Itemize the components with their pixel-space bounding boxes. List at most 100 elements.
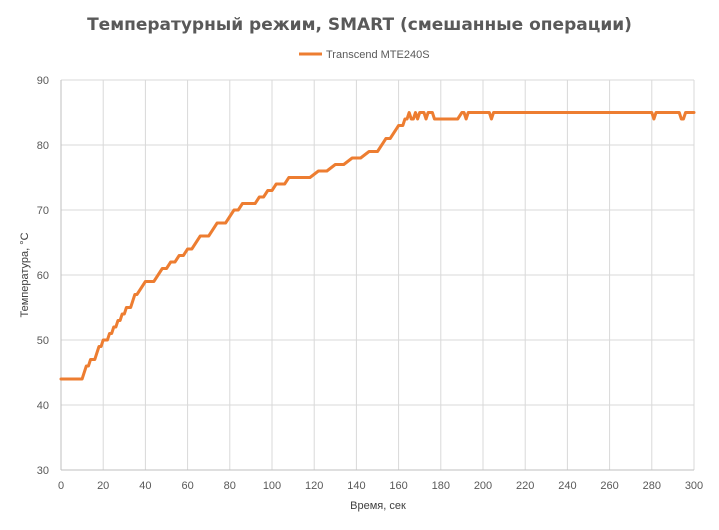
y-axis-label: Температура, °C [19,232,31,317]
data-point [113,326,115,328]
data-point [377,151,378,152]
data-point [288,177,290,178]
x-tick-label: 180 [432,480,450,492]
data-point [381,144,383,146]
x-axis-label: Время, сек [350,500,406,512]
data-point [389,138,391,139]
data-point [417,118,419,120]
data-point [292,177,294,178]
data-point [448,118,450,120]
data-point [469,112,471,113]
data-point [317,170,319,172]
data-point [657,112,659,113]
data-point [109,333,111,334]
data-point [488,112,490,113]
x-tick-label: 40 [139,480,151,492]
data-point [271,190,273,191]
data-point [465,118,467,120]
data-point [212,229,214,230]
data-point [457,118,459,120]
data-point [92,359,94,360]
data-point [368,151,370,152]
data-point [87,365,89,367]
data-point [655,112,657,113]
data-point [166,268,167,269]
data-point [128,307,130,308]
data-point [90,359,92,360]
legend-label: Transcend MTE240S [326,49,430,61]
data-point [284,183,286,185]
data-point [267,190,269,191]
data-point [301,177,303,178]
data-point [237,209,239,211]
data-point [96,352,98,354]
data-point [402,125,404,126]
data-point [672,112,674,113]
x-tick-label: 200 [474,480,492,492]
data-point [463,112,465,113]
data-point [85,365,87,367]
data-point [102,339,104,341]
data-point [220,222,222,224]
data-point [216,222,218,224]
data-points [60,112,695,380]
data-point [233,209,235,211]
x-tick-label: 280 [643,480,661,492]
data-point [482,112,484,113]
data-point [685,112,687,113]
data-point [693,112,695,113]
data-point [149,281,151,282]
data-point [423,112,425,113]
data-point [653,118,655,120]
x-tick-label: 0 [58,480,64,492]
data-point [111,333,113,334]
y-tick-label: 80 [37,140,49,152]
data-point [440,118,442,120]
data-point [279,183,281,185]
data-point [258,196,260,198]
data-point [431,112,433,113]
data-point [309,177,311,178]
data-point [566,112,568,113]
data-point [98,346,100,347]
data-point [199,235,201,237]
data-point [398,125,400,126]
data-point [178,255,180,256]
x-tick-label: 120 [305,480,323,492]
data-point [144,281,146,282]
y-tick-label: 50 [37,335,49,347]
data-point [121,313,123,315]
x-tick-label: 240 [558,480,576,492]
data-point [630,112,632,113]
data-point [250,203,252,204]
data-point [275,183,277,185]
legend: Transcend MTE240S [299,49,430,61]
y-tick-label: 40 [37,400,49,412]
data-point [187,248,189,250]
data-point [678,112,680,113]
data-point [651,112,653,113]
series-line-transcend-mte240s [59,111,696,381]
data-point [425,118,427,120]
data-point [94,359,96,360]
y-tick-label: 30 [37,465,49,477]
data-point [404,118,406,120]
data-point [100,346,102,347]
data-point [406,118,408,120]
data-point [461,112,463,113]
data-point [490,118,492,120]
x-tick-label: 100 [263,480,281,492]
x-tick-label: 220 [516,480,534,492]
x-tick-label: 160 [389,480,407,492]
data-point [125,307,127,308]
data-point [467,112,469,113]
data-point [115,326,117,328]
data-point [493,112,495,113]
grid [60,79,695,471]
data-point [157,274,159,276]
data-point [334,164,336,165]
axes [60,80,694,471]
x-tick-label: 140 [347,480,365,492]
x-tick-label: 20 [97,480,109,492]
